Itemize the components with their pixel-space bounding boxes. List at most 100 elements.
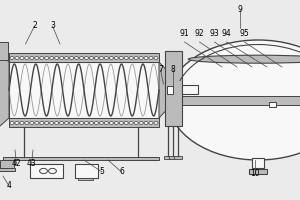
Circle shape (45, 122, 49, 124)
FancyBboxPatch shape (268, 102, 276, 106)
Text: 43: 43 (27, 160, 36, 168)
FancyBboxPatch shape (252, 158, 264, 168)
Text: 91: 91 (180, 29, 189, 38)
Text: 10: 10 (250, 170, 260, 178)
Circle shape (104, 122, 108, 124)
Circle shape (124, 122, 128, 124)
Circle shape (129, 122, 133, 124)
FancyBboxPatch shape (3, 157, 159, 160)
FancyBboxPatch shape (171, 96, 300, 104)
Circle shape (129, 57, 133, 59)
FancyBboxPatch shape (165, 51, 181, 126)
Circle shape (99, 57, 104, 59)
Circle shape (80, 57, 84, 59)
Text: 2: 2 (32, 21, 37, 30)
Circle shape (119, 122, 123, 124)
FancyBboxPatch shape (30, 164, 63, 178)
Circle shape (55, 122, 59, 124)
Text: 93: 93 (210, 29, 219, 38)
Circle shape (149, 122, 153, 124)
Circle shape (139, 122, 143, 124)
Circle shape (94, 122, 98, 124)
Circle shape (94, 57, 98, 59)
Text: 9: 9 (238, 5, 242, 15)
Circle shape (20, 122, 24, 124)
Circle shape (15, 122, 19, 124)
Circle shape (70, 122, 74, 124)
Circle shape (40, 168, 47, 174)
FancyBboxPatch shape (167, 86, 172, 94)
FancyBboxPatch shape (0, 42, 8, 60)
Circle shape (64, 122, 69, 124)
FancyBboxPatch shape (9, 53, 159, 62)
Circle shape (35, 122, 39, 124)
Circle shape (134, 57, 138, 59)
FancyBboxPatch shape (9, 62, 159, 118)
Circle shape (49, 168, 56, 174)
Text: 42: 42 (12, 160, 21, 168)
Circle shape (89, 122, 94, 124)
Circle shape (20, 57, 24, 59)
Circle shape (60, 57, 64, 59)
Text: 92: 92 (195, 29, 204, 38)
Text: 4: 4 (7, 182, 11, 190)
Circle shape (99, 122, 104, 124)
Circle shape (109, 122, 113, 124)
Circle shape (50, 57, 54, 59)
Circle shape (84, 57, 88, 59)
FancyBboxPatch shape (0, 168, 15, 171)
Circle shape (134, 122, 138, 124)
Circle shape (64, 57, 69, 59)
Circle shape (74, 122, 79, 124)
FancyBboxPatch shape (182, 85, 198, 94)
Circle shape (50, 122, 54, 124)
FancyBboxPatch shape (0, 160, 14, 168)
Circle shape (149, 57, 153, 59)
Circle shape (30, 122, 34, 124)
Text: 8: 8 (170, 66, 175, 74)
Text: 3: 3 (50, 21, 55, 30)
FancyBboxPatch shape (174, 156, 182, 159)
Circle shape (70, 57, 74, 59)
Circle shape (40, 57, 44, 59)
Circle shape (84, 122, 88, 124)
Circle shape (114, 122, 118, 124)
FancyBboxPatch shape (249, 169, 267, 174)
Circle shape (144, 57, 148, 59)
FancyBboxPatch shape (164, 156, 172, 159)
FancyBboxPatch shape (169, 156, 176, 159)
Circle shape (25, 57, 29, 59)
Circle shape (45, 57, 49, 59)
Circle shape (80, 122, 84, 124)
Circle shape (35, 57, 39, 59)
Circle shape (30, 57, 34, 59)
FancyBboxPatch shape (9, 118, 159, 127)
Text: 7: 7 (158, 66, 163, 74)
Polygon shape (159, 62, 166, 118)
Circle shape (139, 57, 143, 59)
Circle shape (10, 122, 14, 124)
FancyBboxPatch shape (78, 178, 93, 180)
Text: 6: 6 (119, 168, 124, 176)
Circle shape (55, 57, 59, 59)
Circle shape (40, 122, 44, 124)
Circle shape (114, 57, 118, 59)
Circle shape (119, 57, 123, 59)
Circle shape (10, 57, 14, 59)
Text: 94: 94 (222, 29, 231, 38)
Text: 95: 95 (240, 29, 249, 38)
Circle shape (74, 57, 79, 59)
Circle shape (144, 122, 148, 124)
Circle shape (60, 122, 64, 124)
Circle shape (154, 122, 158, 124)
Circle shape (154, 57, 158, 59)
Circle shape (109, 57, 113, 59)
Circle shape (89, 57, 94, 59)
Circle shape (168, 40, 300, 160)
FancyBboxPatch shape (75, 164, 98, 178)
Polygon shape (0, 50, 9, 130)
Circle shape (124, 57, 128, 59)
Text: 5: 5 (100, 168, 104, 176)
Circle shape (104, 57, 108, 59)
Ellipse shape (188, 55, 300, 63)
